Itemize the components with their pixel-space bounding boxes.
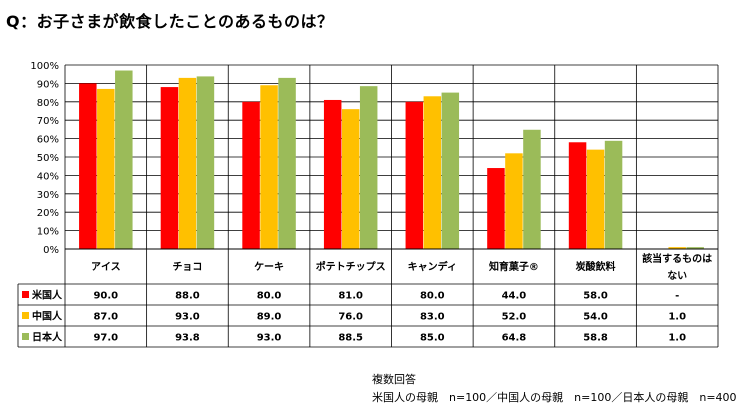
data-label: 76.0 xyxy=(338,312,363,323)
bar xyxy=(405,101,424,249)
bar xyxy=(441,92,460,249)
bar xyxy=(523,129,541,249)
data-label: 88.5 xyxy=(338,333,363,344)
bar xyxy=(423,96,442,249)
bar xyxy=(178,77,197,249)
bar xyxy=(604,140,623,249)
legend-swatch xyxy=(22,333,29,340)
data-label: 64.8 xyxy=(502,333,527,344)
y-tick-label: 60% xyxy=(37,135,59,146)
data-label: 88.0 xyxy=(175,291,200,302)
y-axis: 0% 10% 20% 30% 40% 50% 60% 70% 80% 90% 100% xyxy=(30,61,59,256)
data-label: 44.0 xyxy=(502,291,527,302)
bar xyxy=(686,247,704,249)
legend-swatch xyxy=(22,291,29,298)
bar xyxy=(568,142,587,249)
footer-note: 複数回答 xyxy=(372,373,416,386)
data-label: 58.8 xyxy=(583,333,608,344)
data-label: - xyxy=(675,291,679,302)
data-label: 93.8 xyxy=(175,333,200,344)
bar xyxy=(278,77,296,249)
category-label: ポテトチップス xyxy=(316,260,386,273)
bar xyxy=(323,99,342,250)
category-label: 知育菓子® xyxy=(488,260,539,273)
y-tick-label: 0% xyxy=(43,245,59,256)
data-label: 85.0 xyxy=(420,333,445,344)
data-label: 1.0 xyxy=(668,312,686,323)
y-tick-label: 100% xyxy=(30,61,59,72)
data-label: 93.0 xyxy=(175,312,200,323)
category-label: チョコ xyxy=(172,261,202,273)
data-label: 97.0 xyxy=(93,333,118,344)
data-label: 80.0 xyxy=(257,291,282,302)
legend-label: 米国人 xyxy=(32,289,63,302)
bar xyxy=(668,247,686,249)
y-tick-label: 70% xyxy=(37,116,59,127)
legend-label: 中国人 xyxy=(32,310,63,323)
data-table: アイス チョコ ケーキ ポテトチップス キャンディ 知育菓子® 炭酸飲料 該当するものはない米… xyxy=(17,65,719,348)
bar xyxy=(160,87,179,249)
legend-swatch xyxy=(22,312,29,319)
data-label: 87.0 xyxy=(93,312,118,323)
category-label: 炭酸飲料 xyxy=(576,260,616,273)
data-label: 93.0 xyxy=(257,333,282,344)
data-label: 52.0 xyxy=(502,312,527,323)
y-tick-label: 30% xyxy=(37,190,59,201)
bar xyxy=(487,168,505,249)
page-title: Q：お子さまが飲食したことのあるものは？ xyxy=(6,12,334,31)
bar xyxy=(505,153,523,249)
y-tick-label: 50% xyxy=(37,153,59,164)
data-label: 90.0 xyxy=(93,291,118,302)
bar xyxy=(260,85,278,250)
data-label: 58.0 xyxy=(583,291,608,302)
category-label: キャンディ xyxy=(408,260,457,273)
data-label: 89.0 xyxy=(257,312,282,323)
category-label: ない xyxy=(667,270,687,282)
data-label: 1.0 xyxy=(668,333,686,344)
y-tick-label: 80% xyxy=(37,98,59,109)
category-label: アイス xyxy=(91,261,121,273)
y-tick-label: 10% xyxy=(37,227,59,238)
bar xyxy=(359,86,378,249)
legend-label: 日本人 xyxy=(32,331,63,344)
y-tick-label: 40% xyxy=(37,171,59,182)
footer-sample-sizes: 米国人の母親 n=100／中国人の母親 n=100／日本人の母親 n=400 xyxy=(372,391,737,404)
data-label: 80.0 xyxy=(420,291,445,302)
bar xyxy=(196,76,215,250)
bar xyxy=(115,70,133,250)
bar xyxy=(586,149,605,249)
data-label: 54.0 xyxy=(583,312,608,323)
bars xyxy=(79,70,704,250)
bar xyxy=(341,109,360,249)
bar xyxy=(79,83,97,250)
y-tick-label: 20% xyxy=(37,208,59,219)
data-label: 83.0 xyxy=(420,312,445,323)
y-tick-label: 90% xyxy=(37,79,59,90)
bar xyxy=(242,101,260,249)
bar xyxy=(97,88,115,249)
category-label: ケーキ xyxy=(254,261,284,273)
data-label: 81.0 xyxy=(338,291,363,302)
category-label: 該当するものは xyxy=(642,252,712,265)
